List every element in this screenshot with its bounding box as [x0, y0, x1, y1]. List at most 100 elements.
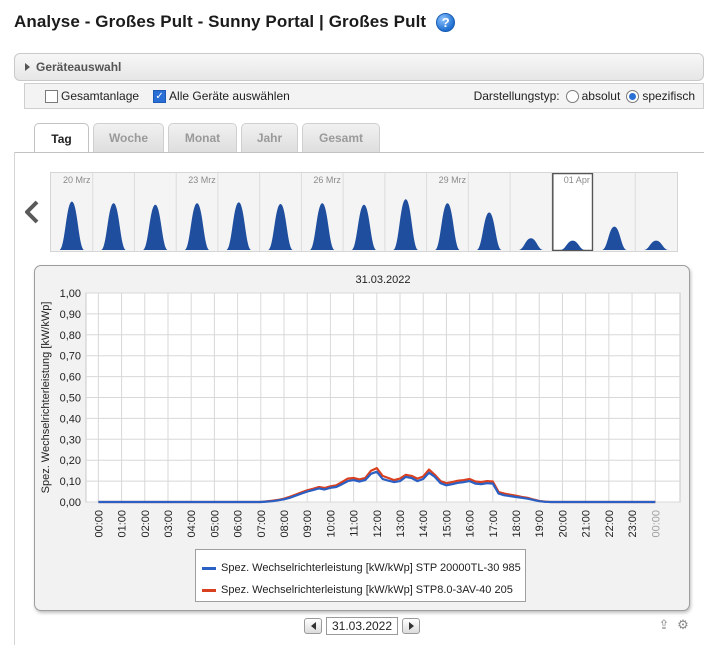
- timeline-date-label: 26 Mrz: [313, 175, 341, 185]
- y-tick-label: 0,50: [60, 393, 81, 405]
- x-tick-label: 08:00: [279, 510, 291, 538]
- tab-jahr[interactable]: Jahr: [241, 123, 298, 152]
- export-icon[interactable]: ⇪: [658, 617, 670, 632]
- timeline-day-curve: [351, 204, 377, 250]
- x-tick-label: 22:00: [604, 510, 616, 538]
- timeline-day-curve: [101, 203, 127, 250]
- timeline-day-curve: [643, 240, 669, 250]
- y-axis-label: Spez. Wechselrichterleistung [kW/kWp]: [40, 302, 52, 494]
- absolute-option[interactable]: absolut: [565, 89, 621, 103]
- x-tick-label: 04:00: [186, 510, 198, 538]
- x-tick-label: 15:00: [441, 510, 453, 538]
- previous-day-button[interactable]: [304, 618, 322, 634]
- timeline-day-curve: [434, 203, 460, 250]
- x-tick-label: 18:00: [511, 510, 523, 538]
- legend-label-series-1: Spez. Wechselrichterleistung [kW/kWp] ST…: [221, 562, 521, 574]
- timeline-day-curve: [309, 203, 335, 250]
- page-header: Analyse - Großes Pult - Sunny Portal | G…: [14, 10, 456, 34]
- series-line: [98, 467, 656, 504]
- y-tick-label: 0,10: [60, 476, 81, 488]
- help-icon[interactable]: ?: [436, 12, 456, 32]
- next-day-button[interactable]: [402, 618, 420, 634]
- timeline-day-curve: [184, 203, 210, 250]
- timeline-day-curve: [518, 238, 544, 250]
- legend-item[interactable]: Spez. Wechselrichterleistung [kW/kWp] ST…: [202, 582, 513, 598]
- x-tick-label: 00:00: [93, 510, 105, 538]
- x-tick-label: 00:00: [650, 510, 662, 538]
- tab-woche[interactable]: Woche: [93, 123, 164, 152]
- device-selection-panel[interactable]: Geräteauswahl: [14, 53, 704, 81]
- tab-tag[interactable]: Tag: [34, 123, 89, 153]
- x-tick-label: 01:00: [117, 510, 129, 538]
- x-tick-label: 09:00: [302, 510, 314, 538]
- specific-label: spezifisch: [642, 89, 695, 103]
- x-tick-label: 13:00: [395, 510, 407, 538]
- y-tick-label: 0,30: [60, 434, 81, 446]
- gesamtanlage-option[interactable]: Gesamtanlage: [45, 89, 139, 103]
- timeline-day-curve: [59, 201, 85, 250]
- gesamtanlage-label: Gesamtanlage: [61, 89, 140, 103]
- legend-line-blue: [202, 566, 216, 570]
- specific-option[interactable]: spezifisch: [626, 89, 695, 103]
- timeline-day-curve: [601, 226, 627, 250]
- x-tick-label: 06:00: [233, 510, 245, 538]
- y-tick-label: 0,80: [60, 330, 81, 342]
- expand-triangle-icon: [25, 63, 30, 71]
- timeline-selected-day: [552, 173, 594, 251]
- timeline-day-curve: [393, 199, 419, 250]
- chart-legend: Spez. Wechselrichterleistung [kW/kWp] ST…: [195, 549, 526, 602]
- x-tick-label: 05:00: [209, 510, 221, 538]
- x-tick-label: 14:00: [418, 510, 430, 538]
- timeline-date-label: 29 Mrz: [439, 175, 467, 185]
- x-tick-label: 17:00: [488, 510, 500, 538]
- page-title: Analyse - Großes Pult - Sunny Portal | G…: [14, 12, 427, 31]
- timeline-day-curve: [268, 203, 294, 250]
- y-tick-label: 0,60: [60, 372, 81, 384]
- tab-content: [14, 152, 704, 645]
- absolute-label: absolut: [581, 89, 621, 103]
- select-all-devices-checkbox[interactable]: ✓: [153, 89, 167, 103]
- y-tick-label: 0,00: [60, 497, 81, 509]
- tab-gesamt[interactable]: Gesamt: [302, 123, 380, 152]
- previous-days-arrow-icon[interactable]: [24, 200, 40, 224]
- chart-title: 31.03.2022: [355, 274, 410, 286]
- x-tick-label: 10:00: [325, 510, 337, 538]
- arrow-left-icon: [310, 622, 316, 630]
- legend-label-series-2: Spez. Wechselrichterleistung [kW/kWp] ST…: [221, 584, 513, 596]
- x-tick-label: 21:00: [581, 510, 593, 538]
- chart-tools: ⇪ ⚙: [656, 617, 694, 633]
- specific-radio[interactable]: [626, 89, 640, 103]
- x-tick-label: 19:00: [534, 510, 546, 538]
- tab-divider: [14, 152, 704, 153]
- date-field[interactable]: 31.03.2022: [326, 617, 398, 635]
- options-bar: Gesamtanlage ✓ Alle Geräte auswählen Dar…: [24, 83, 704, 109]
- select-all-devices-option[interactable]: ✓ Alle Geräte auswählen: [153, 89, 290, 103]
- absolute-radio[interactable]: [565, 89, 579, 103]
- day-overview-timeline[interactable]: 20 Mrz 23 Mrz 26 Mrz 29 Mrz 01 Apr: [50, 172, 678, 252]
- tab-monat[interactable]: Monat: [168, 123, 237, 152]
- timeline-day-curve: [142, 204, 168, 250]
- timeline-svg: 20 Mrz 23 Mrz 26 Mrz 29 Mrz 01 Apr: [59, 173, 669, 251]
- timeline-date-label: 01 Apr: [564, 175, 590, 185]
- x-tick-label: 12:00: [372, 510, 384, 538]
- display-type-label: Darstellungstyp:: [473, 89, 560, 103]
- legend-item[interactable]: Spez. Wechselrichterleistung [kW/kWp] ST…: [202, 560, 521, 576]
- timeline-day-curve: [560, 240, 586, 250]
- x-tick-label: 07:00: [256, 510, 268, 538]
- gesamtanlage-checkbox[interactable]: [45, 89, 58, 103]
- gear-icon[interactable]: ⚙: [677, 617, 689, 632]
- timeline-day-curve: [476, 212, 502, 250]
- x-tick-label: 11:00: [349, 510, 361, 537]
- chart-panel: 31.03.2022 1,00 0,90 0,80 0,70 0,60 0,50 0,40 0,…: [34, 265, 690, 611]
- device-selection-label: Geräteauswahl: [36, 60, 122, 74]
- period-tabs: Tag Woche Monat Jahr Gesamt: [34, 123, 384, 153]
- x-tick-label: 03:00: [163, 510, 175, 538]
- select-all-devices-label: Alle Geräte auswählen: [169, 89, 290, 103]
- timeline-date-label: 20 Mrz: [63, 175, 91, 185]
- timeline-day-curve: [226, 202, 252, 250]
- timeline-date-label: 23 Mrz: [188, 175, 216, 185]
- y-tick-label: 0,20: [60, 455, 81, 467]
- x-tick-label: 16:00: [465, 510, 477, 538]
- power-chart: 31.03.2022 1,00 0,90 0,80 0,70 0,60 0,50 0,40 0,…: [40, 274, 681, 538]
- y-tick-label: 0,40: [60, 413, 81, 425]
